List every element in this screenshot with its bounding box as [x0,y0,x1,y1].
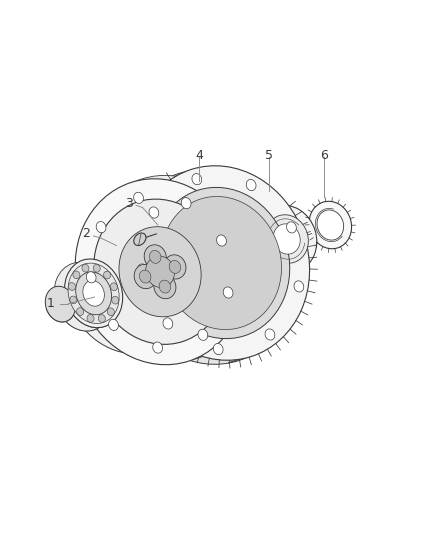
Ellipse shape [164,255,186,279]
Ellipse shape [163,318,173,329]
Ellipse shape [246,180,256,191]
Ellipse shape [134,233,146,246]
Text: 4: 4 [195,149,203,161]
Ellipse shape [86,272,96,283]
Polygon shape [56,285,123,331]
Ellipse shape [82,264,89,272]
Ellipse shape [87,314,94,322]
Text: 2: 2 [82,227,90,240]
Ellipse shape [161,197,282,329]
Ellipse shape [120,170,297,364]
Ellipse shape [138,264,147,275]
Ellipse shape [265,215,308,263]
Ellipse shape [265,329,275,340]
Ellipse shape [112,296,119,304]
Text: 3: 3 [126,197,134,209]
Ellipse shape [154,274,176,298]
Ellipse shape [45,286,75,322]
Ellipse shape [273,224,300,254]
Ellipse shape [152,188,290,338]
Ellipse shape [309,201,352,249]
Ellipse shape [75,179,245,365]
Text: 1: 1 [47,297,55,310]
Ellipse shape [119,227,201,317]
Ellipse shape [68,282,75,290]
Ellipse shape [139,270,151,283]
Ellipse shape [109,319,118,330]
Ellipse shape [149,251,161,263]
Ellipse shape [68,263,119,324]
Ellipse shape [149,207,159,218]
Ellipse shape [247,208,307,276]
Ellipse shape [181,198,191,209]
Ellipse shape [93,264,100,272]
Ellipse shape [133,166,310,360]
Ellipse shape [107,308,114,316]
Ellipse shape [153,342,162,353]
Ellipse shape [223,287,233,298]
Ellipse shape [70,296,77,304]
Ellipse shape [96,222,106,233]
Ellipse shape [134,264,156,289]
Ellipse shape [77,308,84,316]
Ellipse shape [257,205,317,273]
Text: 5: 5 [265,149,273,161]
Ellipse shape [317,210,344,240]
Ellipse shape [83,280,104,306]
Ellipse shape [134,192,144,204]
Polygon shape [46,292,98,322]
Ellipse shape [54,262,112,331]
Ellipse shape [294,281,304,292]
Ellipse shape [198,329,208,341]
Ellipse shape [92,239,170,324]
Ellipse shape [76,272,112,315]
Ellipse shape [110,283,117,290]
Ellipse shape [85,175,255,361]
Ellipse shape [159,280,171,293]
Ellipse shape [213,343,223,354]
Ellipse shape [144,245,166,269]
Ellipse shape [64,259,123,328]
Text: 6: 6 [320,149,328,161]
Ellipse shape [217,235,226,246]
Ellipse shape [103,271,111,279]
Polygon shape [65,269,226,354]
Ellipse shape [169,261,181,273]
Ellipse shape [73,271,80,279]
Ellipse shape [192,174,202,185]
Ellipse shape [98,314,105,322]
Ellipse shape [146,256,174,287]
Ellipse shape [286,222,297,233]
Ellipse shape [94,199,226,344]
